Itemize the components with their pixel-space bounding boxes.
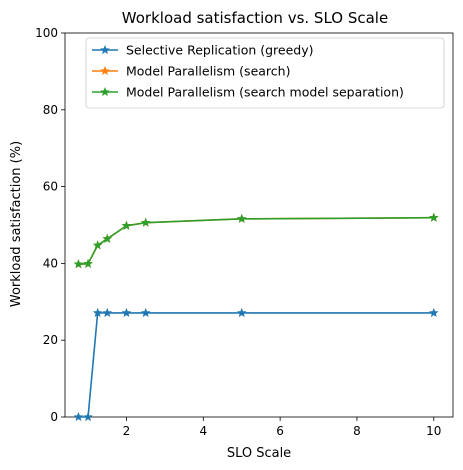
- data-point: [140, 307, 151, 318]
- data-point: [140, 217, 151, 227]
- legend: Selective Replication (greedy) Model Para…: [85, 37, 445, 109]
- series-layer: [73, 212, 439, 422]
- y-tick-label: 40: [43, 256, 58, 270]
- series-line: [78, 216, 434, 265]
- x-tick-label: 6: [276, 424, 284, 438]
- legend-marker: [100, 86, 110, 97]
- plot-area: [64, 32, 454, 418]
- data-point: [83, 411, 93, 422]
- data-point: [92, 240, 103, 250]
- data-point: [429, 307, 439, 318]
- series-line: [78, 312, 434, 418]
- x-axis: 2 4 6 8 10: [123, 417, 441, 438]
- series-1: [73, 307, 439, 422]
- plot-frame: [64, 32, 454, 418]
- legend-marker: [100, 65, 110, 76]
- data-point: [83, 258, 93, 268]
- series-2: [73, 212, 439, 269]
- legend-item: Model Parallelism (search): [92, 64, 290, 79]
- legend-box: [85, 37, 445, 109]
- x-tick-label: 10: [426, 424, 441, 438]
- legend-label: Model Parallelism (search): [126, 64, 290, 79]
- data-point: [73, 411, 84, 422]
- series-3: [73, 212, 439, 269]
- chart-title: Workload satisfaction vs. SLO Scale: [122, 9, 388, 27]
- data-point: [236, 307, 247, 318]
- y-tick-label: 60: [43, 180, 58, 194]
- data-point: [236, 213, 247, 223]
- data-point: [73, 259, 84, 269]
- legend-item: Selective Replication (greedy): [92, 43, 314, 58]
- x-axis-label: SLO Scale: [227, 446, 291, 461]
- y-axis-label: Workload satisfaction (%): [9, 141, 24, 307]
- data-point: [102, 233, 113, 243]
- y-tick-label: 80: [43, 103, 58, 117]
- y-axis: 0 20 40 60 80 100: [35, 26, 65, 424]
- data-point: [121, 307, 132, 318]
- y-tick-label: 100: [35, 26, 58, 40]
- y-tick-label: 20: [43, 333, 58, 347]
- data-point: [92, 307, 103, 318]
- y-tick-label: 0: [50, 410, 58, 424]
- data-point: [429, 212, 439, 222]
- data-point: [121, 220, 132, 230]
- data-point: [102, 307, 113, 318]
- legend-label: Model Parallelism (search model separati…: [126, 85, 404, 100]
- legend-label: Selective Replication (greedy): [126, 43, 314, 58]
- x-tick-label: 8: [353, 424, 361, 438]
- x-tick-label: 4: [199, 424, 207, 438]
- x-tick-label: 2: [123, 424, 131, 438]
- legend-marker: [100, 44, 110, 55]
- legend-item: Model Parallelism (search model separati…: [92, 85, 404, 100]
